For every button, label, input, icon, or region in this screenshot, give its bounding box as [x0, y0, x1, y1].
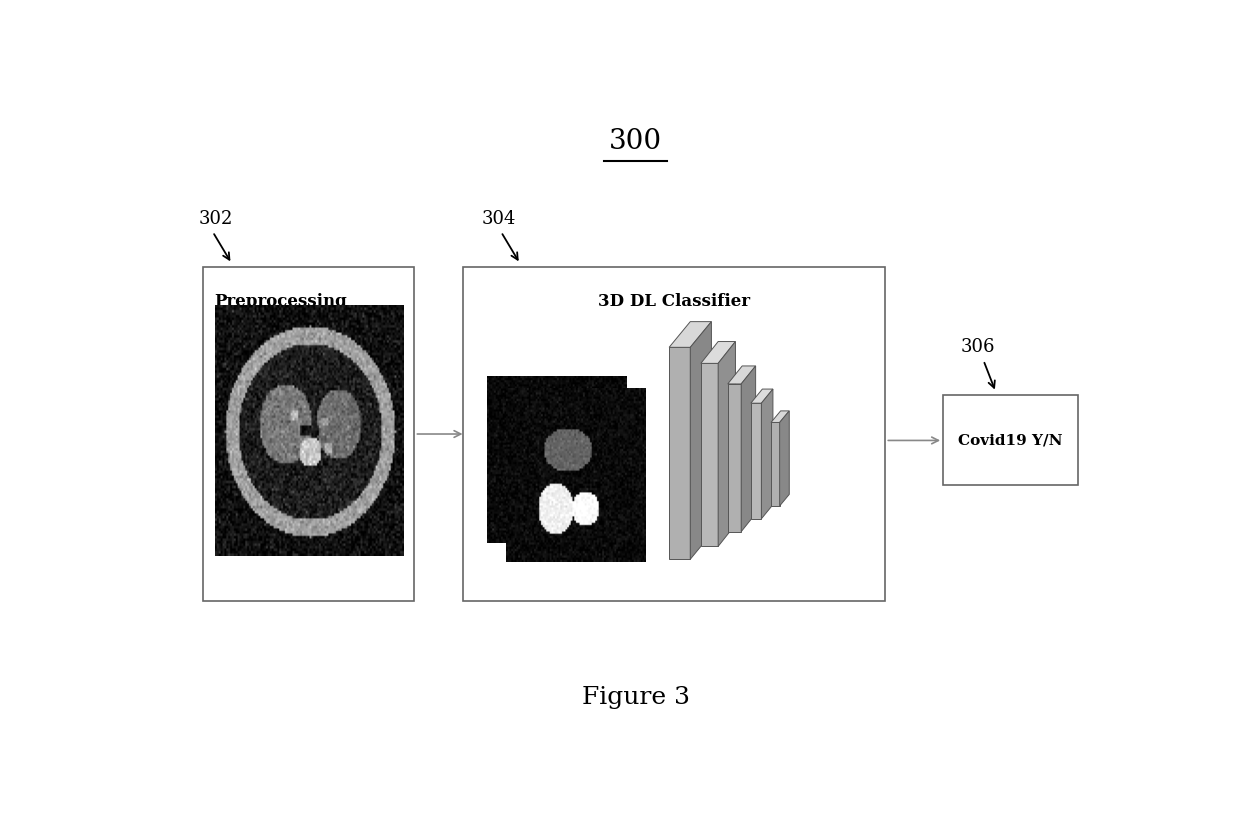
Polygon shape	[780, 411, 789, 506]
Text: Preprocessing: Preprocessing	[215, 293, 347, 309]
Text: 3D DL Classifier: 3D DL Classifier	[598, 293, 750, 309]
Polygon shape	[691, 322, 712, 560]
Polygon shape	[742, 366, 755, 531]
Polygon shape	[718, 342, 735, 546]
Bar	[203, 267, 414, 601]
Text: 302: 302	[198, 210, 233, 228]
Polygon shape	[728, 366, 755, 384]
Bar	[771, 423, 780, 506]
Text: Covid19 Y/N: Covid19 Y/N	[959, 434, 1063, 447]
Bar	[728, 384, 742, 531]
Bar	[670, 347, 691, 560]
Polygon shape	[751, 389, 773, 403]
Text: 300: 300	[609, 128, 662, 155]
Bar	[701, 364, 718, 546]
Bar	[463, 267, 885, 601]
Text: Figure 3: Figure 3	[582, 686, 689, 709]
Polygon shape	[701, 342, 735, 364]
Text: 304: 304	[481, 210, 516, 228]
Polygon shape	[761, 389, 773, 519]
Bar	[751, 403, 761, 519]
Polygon shape	[670, 322, 712, 347]
Polygon shape	[771, 411, 789, 423]
Text: 306: 306	[960, 339, 994, 356]
Bar	[942, 395, 1078, 485]
